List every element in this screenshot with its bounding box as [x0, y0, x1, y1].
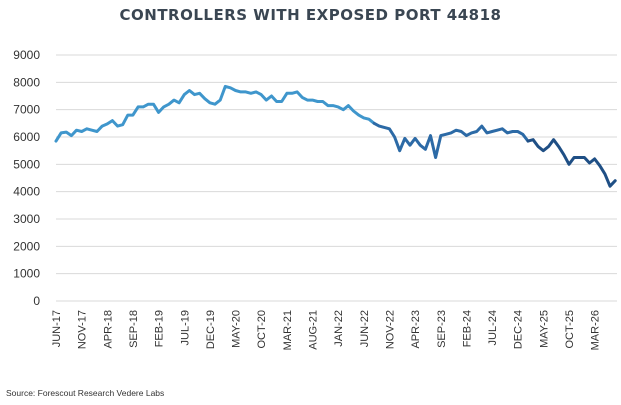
- x-axis-ticks: JUN-17 NOV-17 APR-18 SEP-18 FEB-19 JUL-19 DEC-…: [51, 310, 602, 350]
- x-tick-label: SEP-18: [128, 310, 140, 348]
- source-note: Source: Forescout Research Vedere Labs: [6, 388, 165, 398]
- x-tick-label: OCT-20: [256, 310, 268, 349]
- x-tick-label: NOV-22: [384, 310, 396, 349]
- x-tick-label: AUG-21: [308, 310, 320, 350]
- y-tick-label: 6000: [13, 130, 40, 144]
- y-axis-ticks: 0 1000 2000 3000 4000 5000 6000 7000 8000 9000: [13, 48, 40, 308]
- x-tick-label: JUL-19: [179, 310, 191, 345]
- y-tick-label: 4000: [13, 185, 40, 199]
- x-tick-label: MAY-20: [231, 310, 243, 348]
- x-tick-label: JUN-22: [359, 310, 371, 347]
- y-tick-label: 1000: [13, 267, 40, 281]
- series-line-3: [526, 138, 617, 188]
- x-tick-label: MAY-25: [538, 310, 550, 348]
- y-tick-label: 5000: [13, 157, 40, 171]
- y-tick-label: 7000: [13, 103, 40, 117]
- x-tick-label: MAR-26: [590, 310, 602, 350]
- x-tick-label: JUN-17: [51, 310, 63, 347]
- chart-title: CONTROLLERS WITH EXPOSED PORT 44818: [119, 6, 502, 24]
- y-tick-label: 8000: [13, 75, 40, 89]
- x-tick-label: MAR-21: [282, 310, 294, 350]
- x-tick-label: SEP-23: [436, 310, 448, 348]
- series-lines: [54, 84, 617, 188]
- x-tick-label: OCT-25: [564, 310, 576, 349]
- series-line-2: [372, 121, 530, 159]
- x-tick-label: DEC-24: [513, 310, 525, 349]
- x-tick-label: FEB-19: [154, 310, 166, 347]
- x-tick-label: APR-18: [102, 310, 114, 349]
- x-tick-label: NOV-17: [77, 310, 89, 349]
- series-line-1: [54, 84, 376, 143]
- y-tick-label: 3000: [13, 212, 40, 226]
- y-tick-label: 9000: [13, 48, 40, 62]
- x-tick-label: JAN-22: [333, 310, 345, 347]
- x-tick-label: APR-23: [410, 310, 422, 349]
- x-tick-label: JUL-24: [487, 310, 499, 345]
- x-tick-label: DEC-19: [205, 310, 217, 349]
- x-tick-label: FEB-24: [461, 310, 473, 347]
- y-tick-label: 2000: [13, 239, 40, 253]
- grid-lines: [56, 54, 617, 302]
- y-tick-label: 0: [33, 294, 40, 308]
